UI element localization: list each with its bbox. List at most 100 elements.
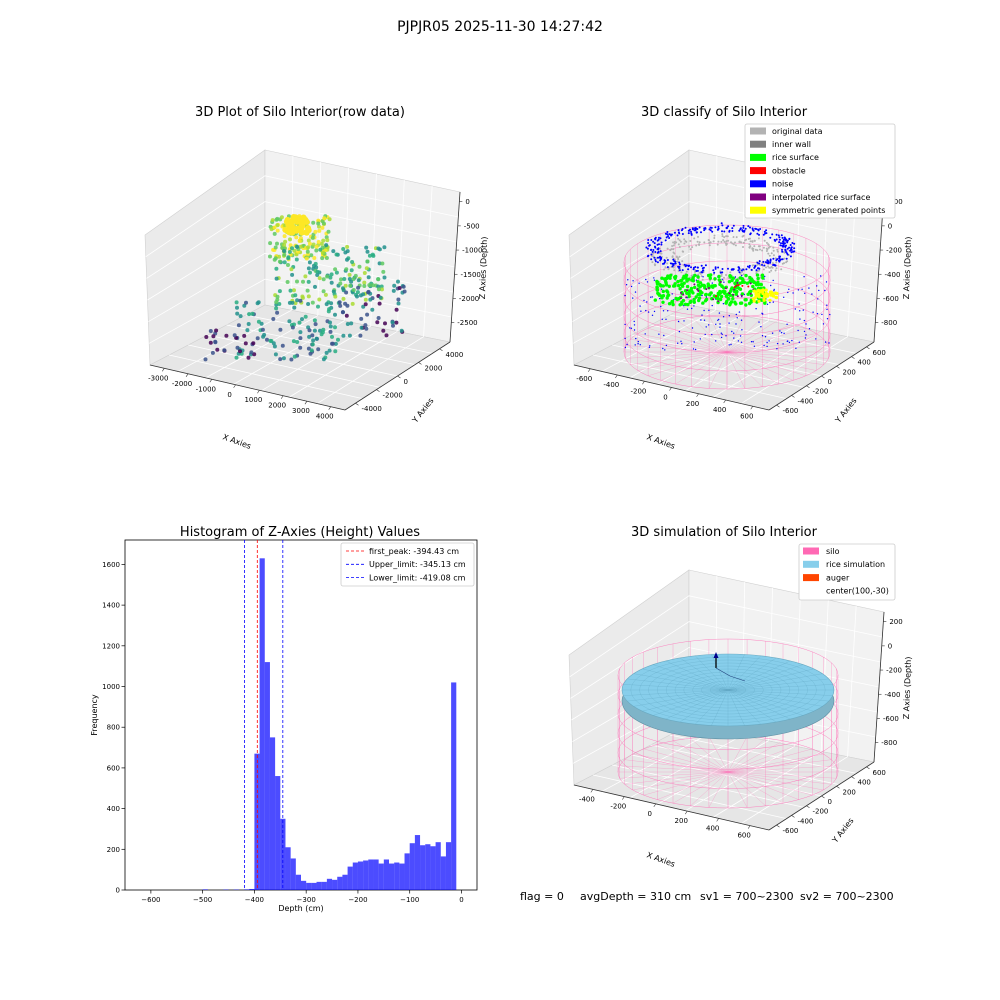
noise-point xyxy=(661,318,663,320)
noise-point xyxy=(777,234,780,237)
x-tick-label: 400 xyxy=(713,406,726,414)
rice-point xyxy=(730,278,734,283)
y-tick xyxy=(355,402,359,406)
y-tick-label: 1000 xyxy=(102,683,120,691)
raw-point xyxy=(328,275,333,280)
original-point xyxy=(721,235,724,238)
noise-point xyxy=(826,308,828,311)
noise-point xyxy=(633,324,636,326)
hist-bar xyxy=(326,878,333,890)
raw-point xyxy=(293,293,298,298)
noise-point xyxy=(704,227,707,229)
original-point xyxy=(759,264,762,267)
grid-line xyxy=(650,744,840,786)
hist-bar xyxy=(357,861,364,890)
noise-point xyxy=(758,260,761,263)
noise-point xyxy=(775,238,778,241)
rice-point xyxy=(667,302,672,306)
noise-point xyxy=(785,257,788,260)
noise-point xyxy=(680,340,682,342)
noise-point xyxy=(764,275,766,278)
noise-point xyxy=(708,309,710,311)
noise-point xyxy=(687,268,690,271)
noise-point xyxy=(788,237,791,240)
original-point xyxy=(732,236,735,238)
original-point xyxy=(742,273,745,276)
original-point xyxy=(752,249,755,252)
raw-point xyxy=(364,266,369,271)
noise-point xyxy=(677,320,680,323)
raw-point xyxy=(345,257,349,262)
rice-point xyxy=(752,280,756,284)
noise-point xyxy=(789,244,792,246)
noise-point xyxy=(629,327,631,329)
original-point xyxy=(776,250,779,253)
noise-point xyxy=(711,230,714,233)
noise-point xyxy=(761,312,763,314)
raw-point xyxy=(339,277,343,282)
noise-point xyxy=(733,337,735,339)
grid-line xyxy=(569,595,883,677)
raw-point xyxy=(290,272,295,277)
noise-point xyxy=(654,260,657,263)
p3-legend-label: Upper_limit: -345.13 cm xyxy=(369,560,466,569)
p3-legend-label: first_peak: -394.43 cm xyxy=(369,547,459,556)
raw-point xyxy=(274,300,279,305)
x-tick-label: 200 xyxy=(686,400,699,408)
rice-sim-mesh xyxy=(727,684,833,691)
rice-point xyxy=(745,281,749,285)
y-tick xyxy=(821,375,825,379)
noise-point xyxy=(665,344,668,347)
raw-point xyxy=(355,294,359,299)
raw-point xyxy=(298,229,305,236)
raw-point xyxy=(306,245,311,250)
raw-point xyxy=(349,321,354,326)
noise-point xyxy=(782,343,784,345)
raw-point xyxy=(273,352,278,357)
symmetric-point xyxy=(769,290,774,294)
x-tick xyxy=(328,406,331,410)
noise-point xyxy=(772,257,775,260)
noise-point xyxy=(788,246,791,249)
x-tick xyxy=(615,374,618,379)
noise-point xyxy=(654,245,656,248)
original-point xyxy=(732,243,735,246)
footer-sv2: sv2 = 700~2300 xyxy=(800,890,894,903)
noise-point xyxy=(645,246,648,249)
rice-sim-mesh xyxy=(695,689,729,725)
raw-point xyxy=(323,292,328,297)
raw-point xyxy=(304,256,309,261)
p2-silo-spoke xyxy=(675,351,728,385)
raw-point xyxy=(250,311,255,316)
raw-point xyxy=(268,254,272,259)
rice-point xyxy=(751,284,755,289)
raw-point xyxy=(320,225,325,230)
p4-xlabel: X Axies xyxy=(645,850,676,869)
noise-point xyxy=(780,242,782,245)
noise-point xyxy=(769,261,772,264)
z-tick-label: -2000 xyxy=(459,295,479,303)
rice-sim-mesh xyxy=(727,689,833,696)
noise-point xyxy=(708,324,710,326)
noise-point xyxy=(739,228,742,231)
noise-point xyxy=(686,308,689,310)
x-tick xyxy=(257,390,260,394)
original-point xyxy=(738,241,741,243)
noise-point xyxy=(804,292,806,294)
raw-point xyxy=(252,352,257,357)
noise-point xyxy=(738,271,741,274)
noise-point xyxy=(624,294,626,297)
p2-silo-spoke xyxy=(708,351,728,389)
rice-point xyxy=(683,302,688,306)
raw-point xyxy=(334,252,339,257)
noise-point xyxy=(687,232,690,235)
noise-point xyxy=(730,343,732,346)
grid-line xyxy=(631,334,822,377)
noise-point xyxy=(784,237,787,240)
z-tick-label: 200 xyxy=(889,618,902,626)
raw-point xyxy=(367,253,372,258)
p4-silo-spoke xyxy=(657,771,729,800)
p2-title: 3D classify of Silo Interior xyxy=(641,105,808,120)
raw-point xyxy=(286,263,290,267)
raw-point xyxy=(343,301,348,306)
